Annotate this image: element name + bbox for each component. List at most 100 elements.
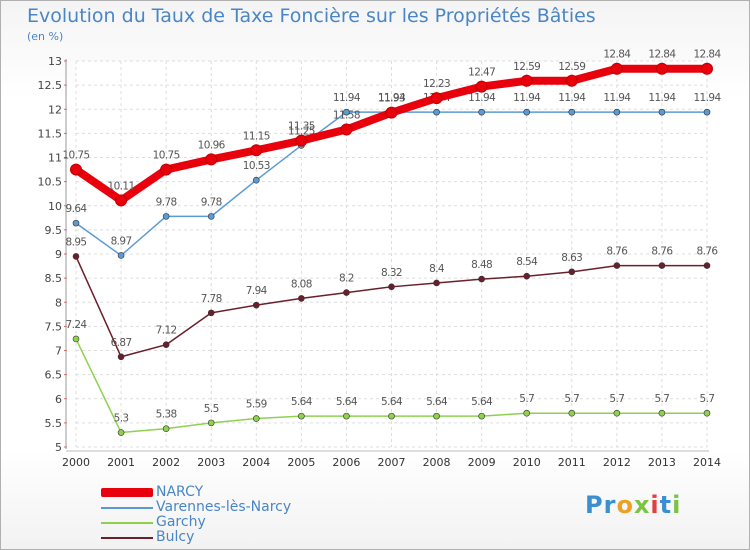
data-label-garchy: 5.64 (381, 396, 403, 408)
data-point-bulcy (343, 289, 350, 296)
data-label-narcy: 12.84 (603, 49, 631, 61)
y-tick-label: 7.5 (45, 320, 63, 333)
data-point-garchy (72, 335, 80, 343)
data-label-bulcy: 8.63 (561, 252, 582, 264)
x-tick-label: 2010 (513, 456, 541, 469)
y-tick-label: 12 (48, 103, 62, 116)
data-point-varennes-l-s-narcy (252, 176, 260, 184)
y-tick-label: 5.5 (45, 417, 63, 430)
x-tick-label: 2013 (648, 456, 676, 469)
data-point-narcy (430, 92, 443, 105)
data-label-bulcy: 7.78 (201, 293, 222, 305)
logo-letter: i (650, 491, 660, 519)
data-label-narcy: 10.75 (153, 150, 180, 162)
legend-label-narcy: NARCY (156, 484, 204, 500)
data-label-varennes-l-s-narcy: 11.94 (558, 92, 586, 104)
data-point-narcy (565, 74, 578, 87)
data-label-bulcy: 8.95 (66, 236, 87, 248)
data-point-garchy (703, 409, 711, 417)
y-tick-label: 9.5 (45, 224, 63, 237)
data-label-varennes-l-s-narcy: 8.97 (111, 235, 132, 247)
x-tick-label: 2004 (242, 456, 270, 469)
y-tick-label: 8 (55, 296, 62, 309)
y-tick-label: 7 (55, 345, 62, 358)
data-label-garchy: 5.7 (700, 393, 715, 405)
data-point-bulcy (207, 309, 215, 317)
y-tick-label: 8.5 (45, 272, 63, 285)
data-label-narcy: 10.96 (198, 139, 226, 151)
legend-label-varennes: Varennes-lès-Narcy (156, 499, 292, 515)
x-tick-label: 2001 (107, 456, 135, 469)
data-point-narcy (520, 74, 533, 87)
data-label-garchy: 5.59 (246, 399, 267, 411)
data-label-varennes-l-s-narcy: 11.94 (648, 92, 676, 104)
unit-label: (en %) (27, 30, 64, 43)
x-tick-label: 2011 (558, 456, 586, 469)
data-point-narcy (160, 163, 173, 176)
data-point-narcy (385, 106, 398, 119)
data-point-bulcy (658, 262, 666, 269)
data-label-narcy: 11.35 (288, 121, 315, 133)
data-point-garchy (162, 425, 170, 432)
data-label-narcy: 12.84 (693, 49, 721, 61)
data-point-garchy (523, 409, 531, 417)
data-point-narcy (610, 62, 623, 75)
x-tick-label: 2012 (603, 456, 631, 469)
data-label-bulcy: 7.94 (246, 285, 268, 297)
logo-letter: t (659, 491, 673, 519)
data-label-garchy: 5.7 (654, 393, 669, 405)
data-label-varennes-l-s-narcy: 11.94 (513, 92, 541, 104)
data-point-bulcy (298, 295, 305, 302)
logo-letter: o (616, 491, 634, 519)
legend-swatch-varennes (101, 507, 153, 509)
x-tick-label: 2009 (468, 456, 496, 469)
y-tick-label: 6 (55, 393, 62, 406)
data-label-garchy: 5.5 (204, 403, 219, 415)
data-point-garchy (478, 412, 485, 420)
data-label-narcy: 11.58 (333, 110, 360, 122)
data-label-bulcy: 8.54 (516, 256, 538, 268)
x-tick-label: 2008 (423, 456, 451, 469)
data-label-narcy: 12.23 (423, 78, 450, 90)
data-label-narcy: 10.75 (62, 150, 89, 162)
data-label-narcy: 12.84 (648, 49, 676, 61)
data-label-narcy: 12.47 (468, 67, 495, 79)
data-label-bulcy: 8.32 (381, 267, 402, 279)
data-label-varennes-l-s-narcy: 11.94 (468, 92, 496, 104)
data-label-garchy: 5.3 (114, 413, 129, 425)
data-point-narcy (701, 62, 713, 75)
data-label-varennes-l-s-narcy: 11.94 (333, 92, 361, 104)
data-point-bulcy (433, 279, 440, 287)
data-point-garchy (433, 412, 440, 420)
data-label-bulcy: 8.76 (606, 246, 628, 258)
data-point-narcy (115, 194, 128, 207)
data-point-varennes-l-s-narcy (568, 108, 576, 116)
data-label-garchy: 5.7 (564, 393, 579, 405)
data-point-narcy (250, 144, 263, 157)
y-tick-label: 6.5 (45, 369, 63, 382)
data-point-garchy (613, 409, 621, 417)
data-point-narcy (295, 134, 308, 147)
data-label-varennes-l-s-narcy: 9.78 (156, 196, 177, 208)
data-point-varennes-l-s-narcy (613, 108, 621, 116)
data-point-narcy (655, 62, 668, 75)
y-tick-label: 9 (55, 248, 62, 261)
y-tick-label: 5 (55, 441, 62, 454)
data-label-varennes-l-s-narcy: 9.64 (66, 203, 88, 215)
proxiti-logo: Proxiti (585, 491, 681, 519)
data-point-varennes-l-s-narcy (207, 213, 215, 220)
logo-letter: P (585, 491, 604, 519)
y-tick-label: 13 (48, 55, 62, 68)
legend-swatch-narcy (101, 488, 153, 497)
data-label-garchy: 7.24 (66, 319, 88, 331)
data-point-garchy (388, 412, 395, 420)
data-point-bulcy (72, 253, 80, 260)
legend-label-bulcy: Bulcy (156, 529, 195, 545)
data-label-varennes-l-s-narcy: 11.94 (378, 92, 406, 104)
data-point-garchy (568, 409, 576, 417)
legend-swatch-garchy (101, 522, 153, 524)
data-point-narcy (205, 153, 218, 166)
data-label-garchy: 5.7 (519, 393, 534, 405)
